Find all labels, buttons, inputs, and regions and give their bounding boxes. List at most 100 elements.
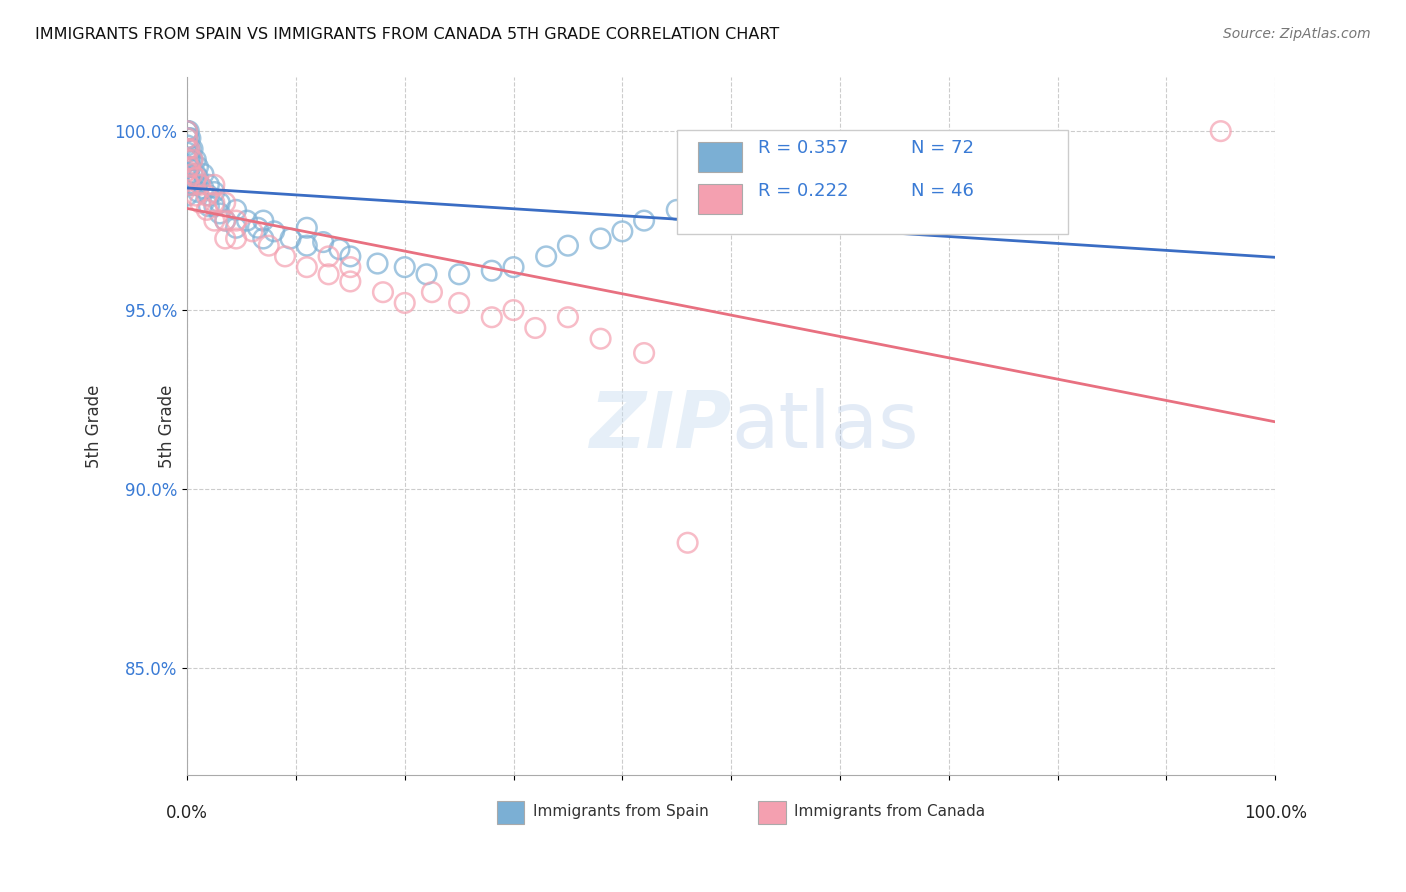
Point <box>179 131 201 145</box>
Point <box>176 163 198 178</box>
Point <box>198 178 221 192</box>
Point <box>181 142 204 156</box>
Point <box>177 160 200 174</box>
Point <box>371 285 394 300</box>
Point <box>184 170 207 185</box>
Point <box>208 195 231 210</box>
Point <box>339 249 361 263</box>
Text: Immigrants from Spain: Immigrants from Spain <box>533 805 709 819</box>
Point <box>176 178 198 192</box>
Y-axis label: 5th Grade: 5th Grade <box>86 384 103 468</box>
Point <box>177 153 200 167</box>
Text: atlas: atlas <box>731 388 918 465</box>
Point <box>612 224 634 238</box>
Point <box>202 185 225 199</box>
Point <box>176 124 198 138</box>
Point <box>179 160 201 174</box>
Point <box>179 178 201 192</box>
Point <box>202 178 225 192</box>
Point <box>274 249 297 263</box>
Point <box>179 170 201 185</box>
Point <box>193 167 215 181</box>
Point <box>188 178 211 192</box>
Point <box>225 220 247 235</box>
Point <box>263 224 285 238</box>
Point <box>420 285 443 300</box>
Point <box>688 195 710 210</box>
Point <box>312 235 335 249</box>
Point <box>181 167 204 181</box>
Point <box>176 160 198 174</box>
Point <box>181 153 204 167</box>
Point <box>318 249 340 263</box>
Point <box>176 188 198 202</box>
Point <box>198 199 221 213</box>
Point <box>225 213 247 227</box>
Point <box>184 188 207 202</box>
Point <box>187 160 209 174</box>
Point <box>394 296 416 310</box>
Point <box>176 174 198 188</box>
Point <box>177 124 200 138</box>
Point <box>187 185 209 199</box>
Point <box>208 206 231 220</box>
Point <box>225 231 247 245</box>
Point <box>181 178 204 192</box>
Point <box>176 131 198 145</box>
Point <box>225 202 247 217</box>
Point <box>184 178 207 192</box>
Point <box>187 170 209 185</box>
FancyBboxPatch shape <box>498 800 524 824</box>
Point <box>502 303 524 318</box>
Point <box>295 260 318 274</box>
Text: 100.0%: 100.0% <box>1244 804 1306 822</box>
Point <box>720 188 742 202</box>
Point <box>176 167 198 181</box>
Point <box>252 231 274 245</box>
FancyBboxPatch shape <box>699 185 742 213</box>
Text: N = 46: N = 46 <box>911 182 973 200</box>
Point <box>179 142 201 156</box>
Point <box>524 321 547 335</box>
Point <box>188 195 211 210</box>
Point <box>176 124 198 138</box>
Point <box>883 160 905 174</box>
FancyBboxPatch shape <box>699 143 742 171</box>
Point <box>589 231 612 245</box>
Point <box>193 181 215 195</box>
Point <box>179 178 201 192</box>
Point <box>557 238 579 252</box>
Point <box>176 131 198 145</box>
Point <box>179 153 201 167</box>
Point <box>176 153 198 167</box>
Text: 0.0%: 0.0% <box>166 804 208 822</box>
Point <box>242 224 264 238</box>
Point <box>236 213 259 227</box>
Point <box>181 153 204 167</box>
Point <box>633 346 655 360</box>
Point <box>534 249 557 263</box>
Point <box>633 213 655 227</box>
Point <box>202 195 225 210</box>
Point <box>214 213 236 227</box>
Point <box>828 167 851 181</box>
Point <box>1209 124 1232 138</box>
Point <box>184 153 207 167</box>
Point <box>202 213 225 227</box>
Text: Source: ZipAtlas.com: Source: ZipAtlas.com <box>1223 27 1371 41</box>
Point <box>176 124 198 138</box>
Point <box>195 188 218 202</box>
Point <box>176 145 198 160</box>
Point <box>481 263 503 277</box>
Point <box>179 160 201 174</box>
Point <box>295 238 318 252</box>
Point <box>775 178 797 192</box>
Point <box>195 202 218 217</box>
Point <box>252 213 274 227</box>
Point <box>502 260 524 274</box>
Point <box>214 213 236 227</box>
Text: ZIP: ZIP <box>589 388 731 465</box>
Y-axis label: 5th Grade: 5th Grade <box>157 384 176 468</box>
Point <box>449 268 471 282</box>
Point <box>176 142 198 156</box>
